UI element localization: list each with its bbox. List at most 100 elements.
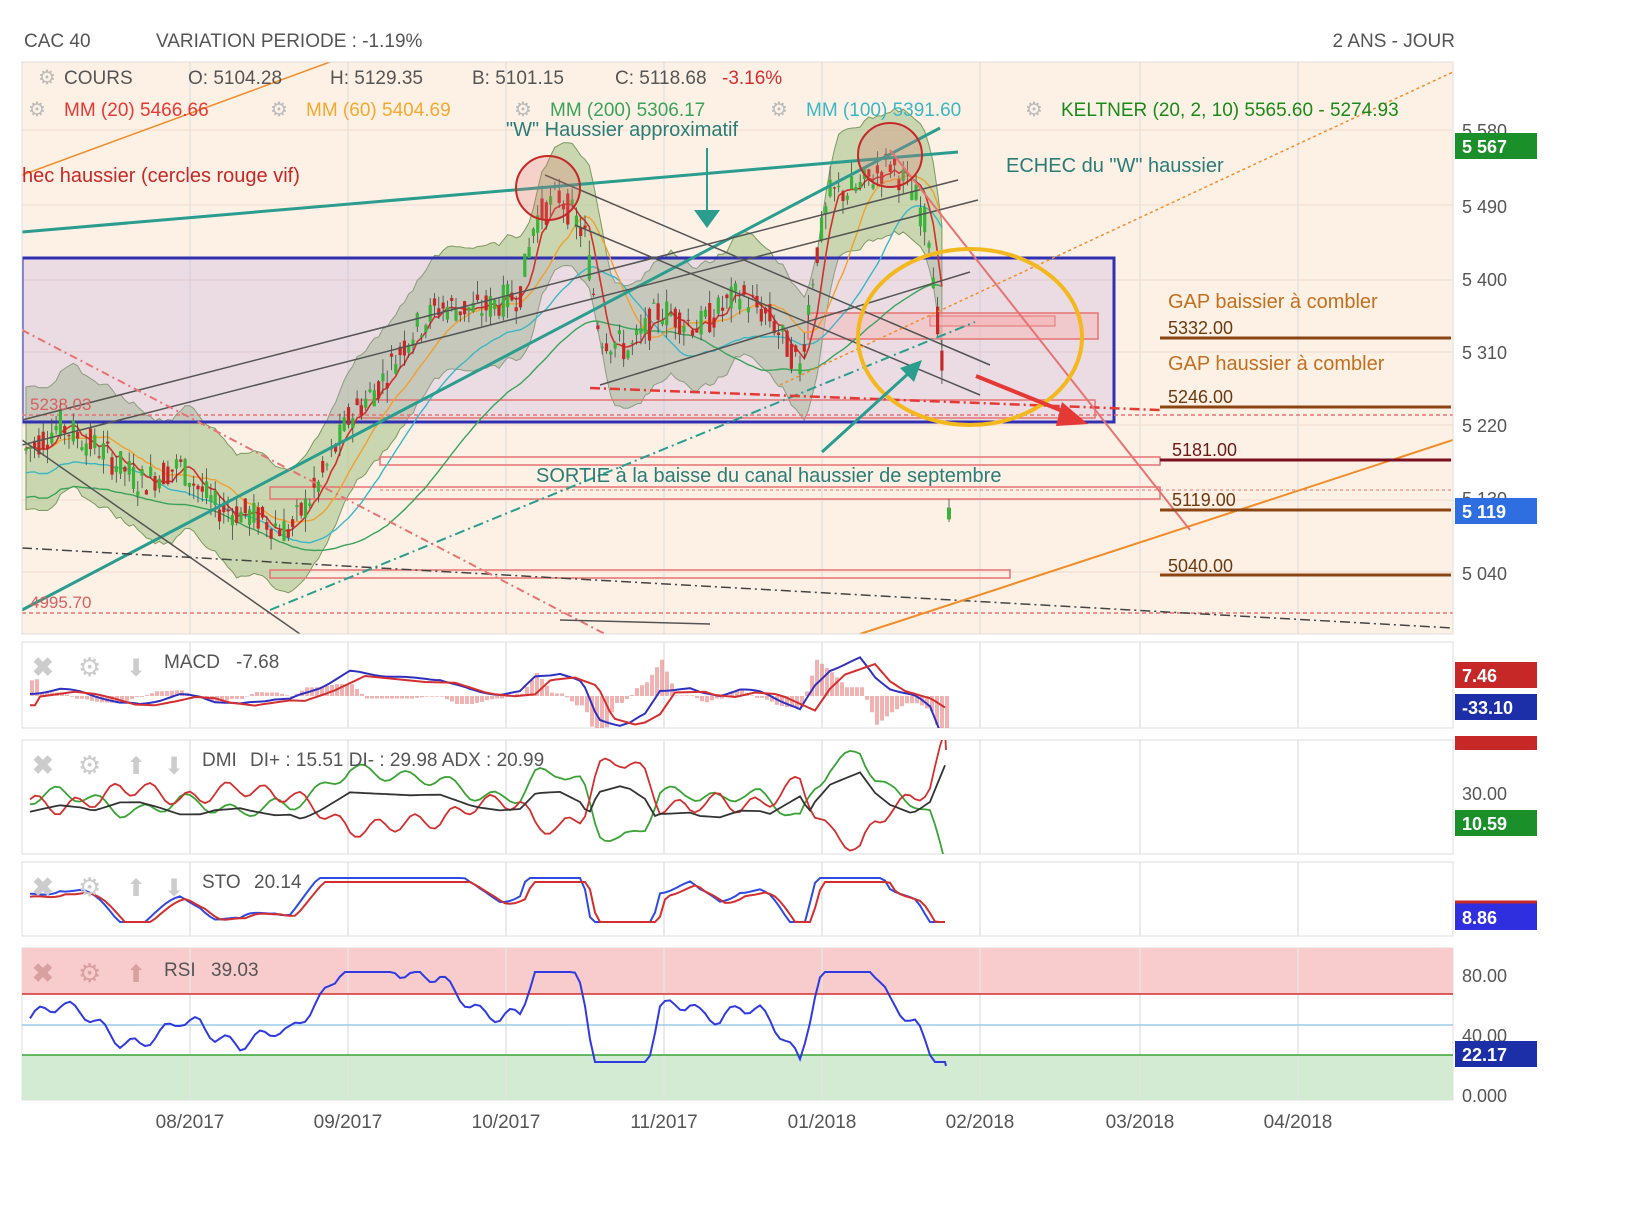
candle-body <box>450 298 454 301</box>
candle-body <box>918 207 922 227</box>
candle-body <box>497 306 501 316</box>
candle-body <box>205 481 209 499</box>
candle-body <box>768 304 772 322</box>
close-icon[interactable]: ✖ <box>32 958 54 988</box>
candle-body <box>385 382 389 389</box>
gear-icon[interactable]: ⚙ <box>38 67 56 89</box>
low-value: B: 5101.15 <box>472 68 564 89</box>
candle-body <box>402 340 406 356</box>
gear-icon[interactable]: ⚙ <box>78 750 101 780</box>
candle-body <box>488 296 492 317</box>
candle-body <box>647 308 652 341</box>
candle-body <box>153 476 157 491</box>
candle-body <box>510 292 514 301</box>
zone-5040 <box>269 569 1011 579</box>
price-tick: 5 490 <box>1462 197 1507 217</box>
candle-body <box>742 285 746 295</box>
candle-body <box>617 330 621 335</box>
gear-icon[interactable]: ⚙ <box>78 872 101 902</box>
channel-line-3 <box>599 271 971 386</box>
bottom-short-line <box>559 619 711 625</box>
gear-icon[interactable]: ⚙ <box>270 99 288 121</box>
gear-icon[interactable]: ⚙ <box>78 652 101 682</box>
dashdot-line-pink <box>22 329 606 634</box>
adx-line <box>29 764 946 820</box>
candle-body <box>295 505 299 508</box>
candle-body <box>815 247 819 264</box>
arrow-down-icon[interactable]: ⬇ <box>164 753 184 780</box>
mm20-legend: MM (20) 5466.66 <box>64 100 209 121</box>
period-selector[interactable]: 2 ANS - JOUR <box>1333 31 1455 52</box>
arrow-up-icon[interactable]: ⬆ <box>126 753 146 780</box>
range-box <box>22 256 1116 424</box>
close-icon[interactable]: ✖ <box>32 652 54 682</box>
candle-body <box>622 343 626 360</box>
annotation-echec-w: ECHEC du "W" haussier <box>1006 155 1224 177</box>
candle-body <box>523 253 527 277</box>
gear-icon[interactable]: ⚙ <box>1025 99 1043 121</box>
candle-body <box>686 319 690 322</box>
candle-body <box>187 483 191 487</box>
candle-body <box>880 171 884 184</box>
candle-body <box>80 447 84 451</box>
gear-icon[interactable]: ⚙ <box>78 958 101 988</box>
candle-body <box>914 184 918 200</box>
annotation-gap-baissier: GAP baissier à combler <box>1168 291 1378 313</box>
gear-icon[interactable]: ⚙ <box>514 99 532 121</box>
arrow-up-icon[interactable]: ⬆ <box>126 875 146 902</box>
arrow-down-icon[interactable]: ⬇ <box>164 875 184 902</box>
candle-body <box>923 206 927 233</box>
candle-body <box>119 451 123 474</box>
candle-body <box>407 345 411 353</box>
date-tick: 03/2018 <box>1106 1112 1175 1133</box>
candle-body <box>570 199 574 205</box>
cours-label: COURS <box>64 68 133 89</box>
level-label-5181: 5181.00 <box>1172 440 1237 460</box>
candle-body <box>63 426 67 434</box>
candle-body <box>256 507 260 529</box>
legend: ⚙ COURS O: 5104.28 H: 5129.35 B: 5101.15… <box>28 67 1399 121</box>
candle-body <box>149 466 153 477</box>
candle-body <box>308 503 312 506</box>
candle-body <box>265 522 269 530</box>
candle-body <box>76 432 80 439</box>
annotation-w-approx: "W" Haussier approximatif <box>506 119 738 141</box>
candle-body <box>867 169 871 177</box>
candle-body <box>725 294 729 299</box>
candle-body <box>828 179 832 197</box>
gear-icon[interactable]: ⚙ <box>28 99 46 121</box>
candle-body <box>536 215 540 233</box>
level-label-5332: 5332.00 <box>1168 318 1233 338</box>
gold-ellipse <box>856 247 1084 427</box>
close-icon[interactable]: ✖ <box>32 750 54 780</box>
candle-body <box>604 343 609 352</box>
candle-body <box>729 286 733 309</box>
candle-body <box>114 466 118 472</box>
mm60-legend: MM (60) 5404.69 <box>306 100 451 121</box>
price-badge <box>1455 498 1537 524</box>
candle-body <box>579 227 583 237</box>
arrow-up-icon[interactable]: ⬆ <box>126 961 146 988</box>
gear-icon[interactable]: ⚙ <box>770 99 788 121</box>
close-icon[interactable]: ✖ <box>32 872 54 902</box>
candle-body <box>377 381 381 399</box>
candle-body <box>166 466 170 485</box>
candle-body <box>635 329 639 336</box>
candle-body <box>432 298 437 306</box>
dashdot-line-black <box>22 547 1453 629</box>
candle-body <box>458 311 462 316</box>
macd-badge-red-text: 7.46 <box>1462 666 1497 686</box>
candle-body <box>286 529 290 538</box>
arrow-red-head <box>1056 402 1088 426</box>
candle-body <box>131 467 136 489</box>
arrow-down-icon[interactable]: ⬇ <box>126 655 146 682</box>
rsi-label: RSI <box>164 960 196 981</box>
sto-badge-blue-text: 8.86 <box>1462 908 1497 928</box>
annotation-echec-left: hec haussier (cercles rouge vif) <box>22 165 300 187</box>
candle-body <box>807 304 811 315</box>
dmi-tick: 30.00 <box>1462 784 1507 804</box>
candle-body <box>669 313 673 316</box>
candle-body <box>656 303 660 320</box>
descending-line-1 <box>544 174 991 366</box>
gap-baissier-inner <box>929 315 1056 327</box>
